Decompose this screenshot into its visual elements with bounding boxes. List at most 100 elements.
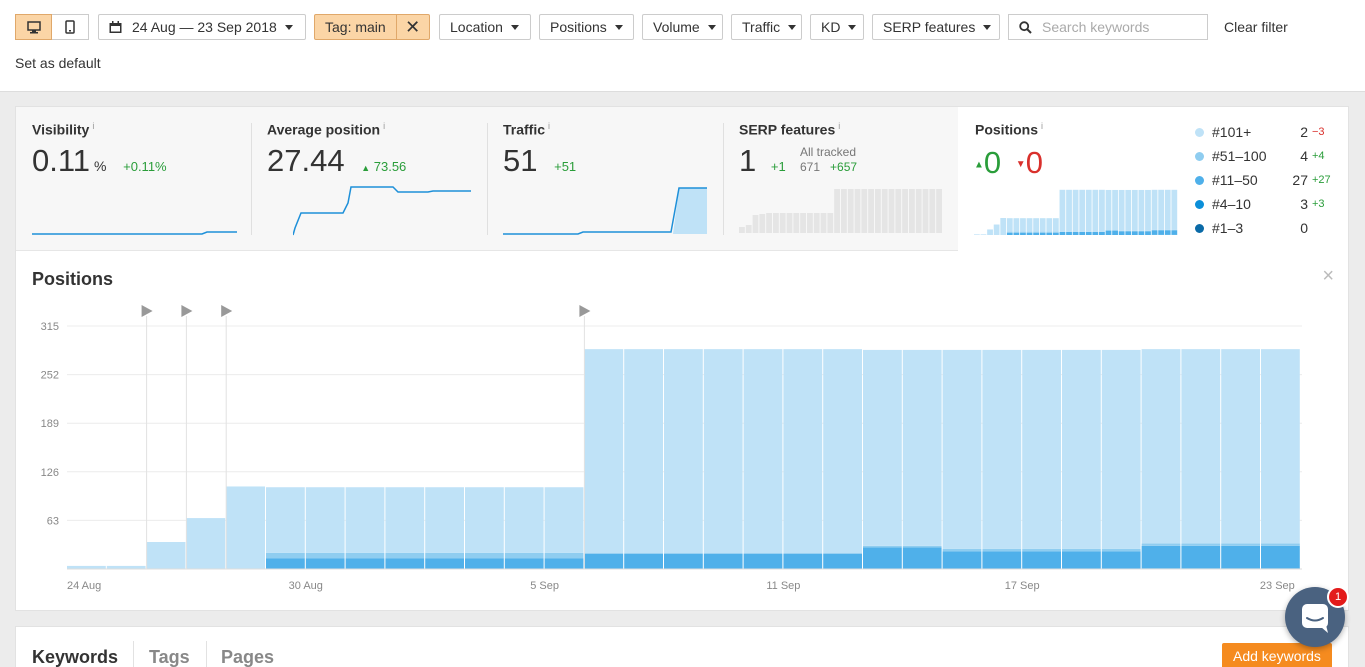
sparkline-bar bbox=[793, 213, 800, 233]
sparkline-bar bbox=[1059, 189, 1066, 232]
bar-segment bbox=[942, 551, 982, 569]
legend-label: #101+ bbox=[1212, 124, 1252, 140]
chevron-down-icon bbox=[510, 24, 519, 30]
tab-pages[interactable]: Pages bbox=[221, 647, 275, 667]
clear-filter-link[interactable]: Clear filter bbox=[1224, 19, 1288, 35]
location-dropdown[interactable]: Location bbox=[439, 14, 531, 40]
chevron-down-icon bbox=[707, 24, 716, 30]
bar-segment bbox=[1141, 545, 1181, 569]
traffic-sparkline bbox=[503, 187, 707, 235]
legend-value: 27 bbox=[1292, 172, 1308, 188]
sparkline-bar bbox=[1020, 232, 1026, 235]
sparkline-bar bbox=[909, 189, 915, 233]
sparkline-bar bbox=[936, 189, 942, 233]
sparkline-bar bbox=[1171, 189, 1178, 230]
legend-delta: +27 bbox=[1312, 174, 1331, 186]
sparkline-bar bbox=[1052, 231, 1059, 233]
tag-filter[interactable]: Tag: main ✕ bbox=[314, 14, 430, 40]
legend-delta: +4 bbox=[1312, 150, 1325, 162]
sparkline-bar bbox=[1066, 189, 1072, 232]
marker-flag-icon[interactable] bbox=[181, 305, 193, 317]
date-range-picker[interactable]: 24 Aug — 23 Sep 2018 bbox=[98, 14, 306, 40]
traffic-value: 51 bbox=[503, 143, 538, 178]
bar-segment bbox=[266, 558, 305, 569]
sparkline-bar bbox=[759, 214, 766, 233]
device-toggle bbox=[15, 14, 89, 40]
sparkline-bar bbox=[875, 189, 881, 233]
kd-dropdown[interactable]: KD bbox=[810, 14, 864, 40]
bar-segment bbox=[305, 487, 345, 553]
bar-segment bbox=[1181, 543, 1221, 546]
legend-item[interactable]: #1–3 0 bbox=[1195, 220, 1312, 236]
chevron-down-icon bbox=[614, 24, 623, 30]
divider bbox=[487, 123, 488, 235]
close-icon[interactable]: ✕ bbox=[395, 15, 429, 39]
bar-segment bbox=[1062, 349, 1101, 549]
search-input[interactable] bbox=[1042, 19, 1192, 35]
bar-segment bbox=[823, 553, 862, 569]
positions-up-value: 0 bbox=[983, 145, 1002, 180]
desktop-button[interactable] bbox=[15, 14, 52, 40]
bar-segment bbox=[743, 553, 783, 569]
marker-flag-icon[interactable] bbox=[141, 305, 153, 317]
sparkline-bar bbox=[834, 189, 840, 233]
average-position-metric[interactable]: Average position i 27.44 ▲ 73.56 bbox=[267, 107, 487, 251]
positions-metric[interactable]: Positions i ▲0 ▼0 bbox=[958, 107, 1350, 251]
marker-flag-icon[interactable] bbox=[579, 305, 591, 317]
sparkline-bar bbox=[1151, 230, 1158, 235]
legend-item[interactable]: #51–100 4 +4 bbox=[1195, 148, 1325, 164]
bar-segment bbox=[425, 552, 464, 559]
bar-segment bbox=[1221, 545, 1260, 569]
positions-down-value: 0 bbox=[1025, 145, 1043, 180]
volume-dropdown[interactable]: Volume bbox=[642, 14, 723, 40]
legend-item[interactable]: #11–50 27 +27 bbox=[1195, 172, 1331, 188]
positions-dropdown[interactable]: Positions bbox=[539, 14, 634, 40]
bar-segment bbox=[345, 558, 385, 569]
bar-segment bbox=[783, 553, 823, 569]
legend-dot bbox=[1195, 223, 1204, 233]
legend-label: #51–100 bbox=[1212, 148, 1267, 164]
metric-title: Visibility i bbox=[32, 121, 95, 138]
sparkline-bar bbox=[993, 224, 1000, 235]
bar-segment bbox=[664, 349, 703, 554]
legend-label: #1–3 bbox=[1212, 220, 1244, 236]
mobile-button[interactable] bbox=[52, 14, 89, 40]
marker-flag-icon[interactable] bbox=[221, 305, 233, 317]
bar-segment bbox=[703, 349, 743, 554]
bar-segment bbox=[624, 349, 663, 554]
traffic-metric[interactable]: Traffic i 51 +51 bbox=[503, 107, 723, 251]
tab-keywords[interactable]: Keywords bbox=[32, 647, 119, 667]
sparkline-bar bbox=[779, 213, 786, 233]
add-keywords-button[interactable]: Add keywords bbox=[1222, 643, 1332, 667]
sparkline-bar bbox=[1052, 218, 1059, 232]
bar-segment bbox=[823, 349, 862, 554]
sparkline-bar bbox=[1013, 232, 1020, 235]
serp-features-dropdown[interactable]: SERP features bbox=[872, 14, 1000, 40]
visibility-delta: +0.11% bbox=[123, 159, 167, 174]
traffic-dropdown[interactable]: Traffic bbox=[731, 14, 802, 40]
close-icon[interactable]: × bbox=[1322, 265, 1334, 287]
avg-position-value: 27.44 bbox=[267, 143, 345, 178]
positions-chart: 315 252 189 126 63 24 Aug 30 Aug 5 Sep 11 Sep 17 … bbox=[41, 305, 1302, 592]
set-as-default-link[interactable]: Set as default bbox=[15, 55, 101, 71]
filter-bar: 24 Aug — 23 Sep 2018 Tag: main ✕ Locatio… bbox=[0, 0, 1365, 92]
sparkline-bar bbox=[1020, 231, 1026, 233]
bar-segment bbox=[1221, 543, 1260, 546]
bar-segment bbox=[345, 552, 385, 559]
chart-title: Positions bbox=[32, 269, 114, 289]
sparkline-bar bbox=[1006, 218, 1013, 232]
tab-tags[interactable]: Tags bbox=[149, 647, 190, 667]
visibility-metric[interactable]: Visibility i 0.11% +0.11% bbox=[32, 107, 252, 251]
serp-features-metric[interactable]: SERP features i 1 +1 All tracked 671 +657 bbox=[739, 107, 949, 251]
bar-segment bbox=[942, 548, 982, 552]
visibility-unit: % bbox=[94, 158, 107, 174]
sparkline-bar bbox=[1072, 189, 1079, 232]
x-tick-label: 24 Aug bbox=[67, 580, 101, 592]
legend-item[interactable]: #4–10 3 +3 bbox=[1195, 196, 1325, 212]
legend-item[interactable]: #101+ 2 −3 bbox=[1195, 124, 1325, 140]
sparkline-bar bbox=[1092, 231, 1099, 235]
info-icon: i bbox=[92, 121, 95, 131]
info-icon: i bbox=[383, 121, 386, 131]
avg-position-delta: 73.56 bbox=[373, 159, 407, 174]
metric-value: 51 +51 bbox=[503, 143, 576, 179]
